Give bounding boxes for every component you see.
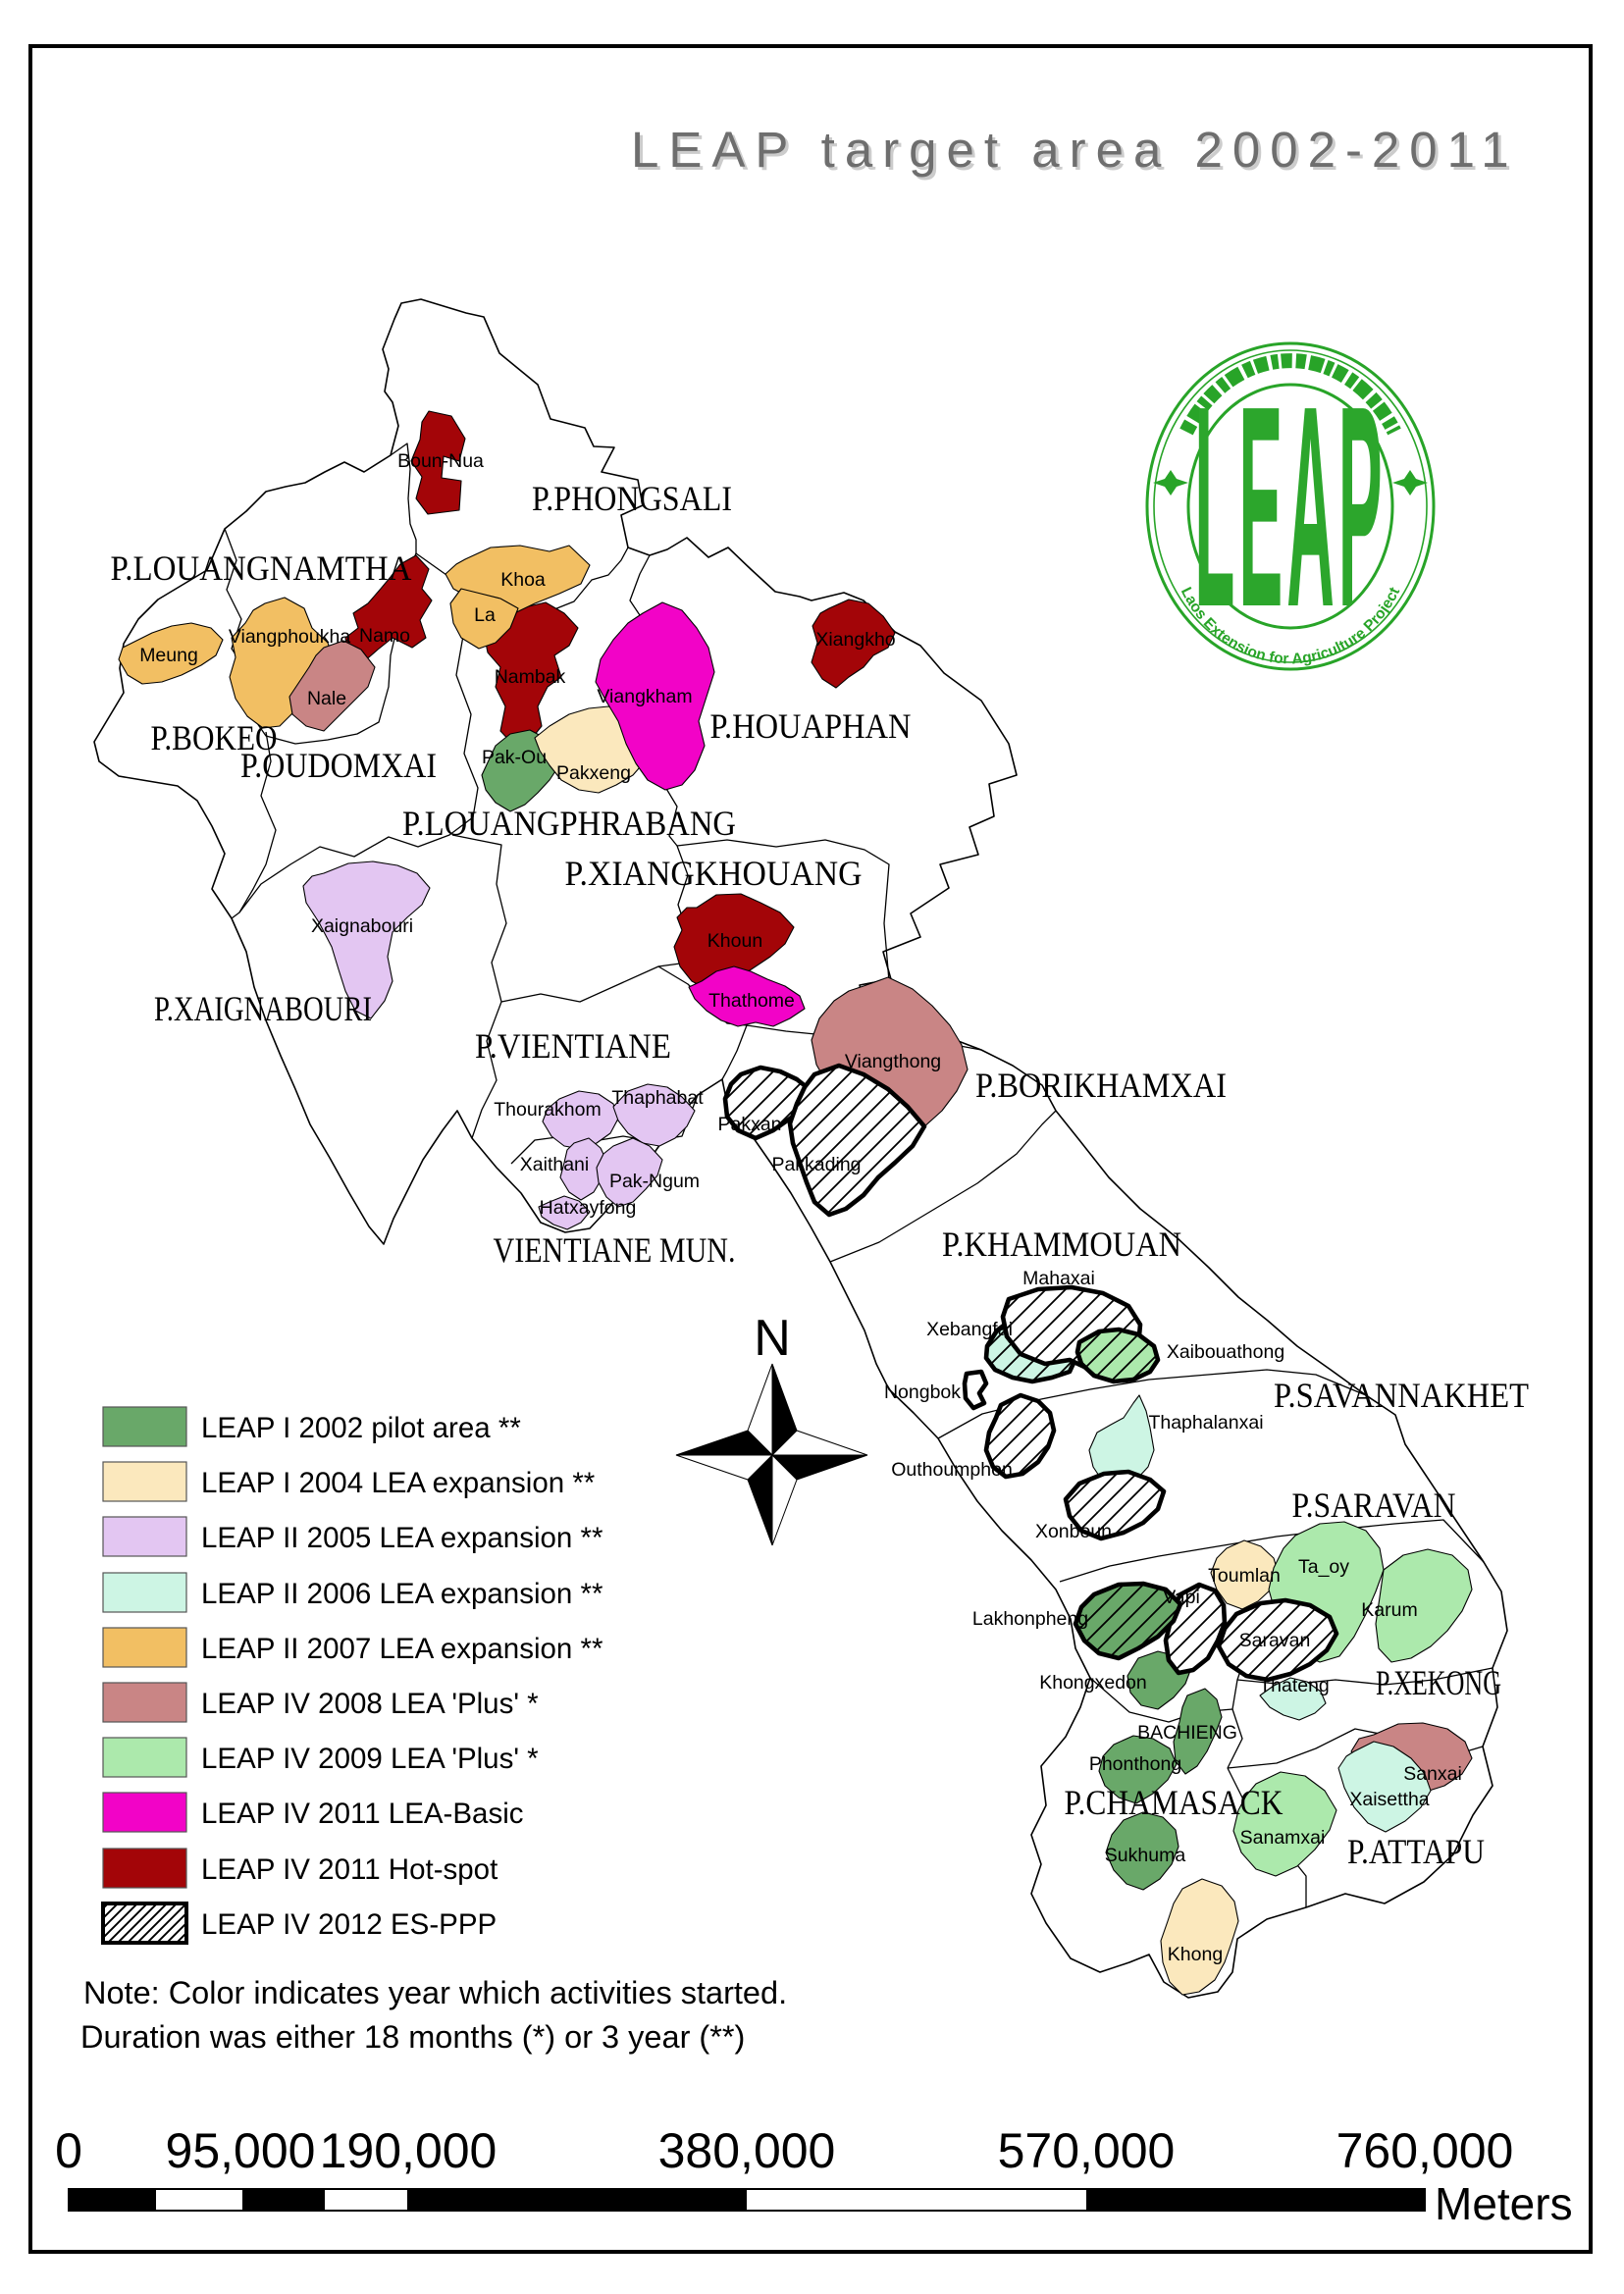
svg-text:P.LOUANGPHRABANG: P.LOUANGPHRABANG — [402, 804, 736, 843]
svg-text:P.OUDOMXAI: P.OUDOMXAI — [240, 746, 437, 785]
svg-text:LEAP target area 2002-2011: LEAP target area 2002-2011 — [631, 122, 1519, 178]
svg-text:Note: Color indicates year whi: Note: Color indicates year which activit… — [83, 1975, 787, 2010]
svg-text:LEAP I 2004 LEA expansion **: LEAP I 2004 LEA expansion ** — [201, 1467, 596, 1499]
svg-text:Thourakhom: Thourakhom — [494, 1099, 601, 1121]
svg-text:P.VIENTIANE: P.VIENTIANE — [475, 1026, 671, 1066]
svg-text:Mahaxai: Mahaxai — [1022, 1268, 1095, 1289]
svg-text:Lakhonpheng: Lakhonpheng — [972, 1608, 1088, 1630]
svg-text:Phonthong: Phonthong — [1089, 1753, 1181, 1775]
svg-text:Viangthong: Viangthong — [845, 1051, 941, 1072]
svg-text:Pakkading: Pakkading — [771, 1154, 861, 1175]
svg-text:Duration was either 18 months: Duration was either 18 months (*) or 3 y… — [80, 2019, 745, 2055]
svg-text:P.BORIKHAMXAI: P.BORIKHAMXAI — [975, 1066, 1227, 1105]
svg-text:VIENTIANE MUN.: VIENTIANE MUN. — [494, 1230, 736, 1270]
svg-text:Viangphoukha: Viangphoukha — [229, 626, 350, 648]
svg-text:Nongbok: Nongbok — [884, 1382, 961, 1403]
svg-text:BACHIENG: BACHIENG — [1137, 1722, 1237, 1744]
svg-text:Meung: Meung — [139, 645, 198, 666]
svg-text:Xaibouathong: Xaibouathong — [1167, 1341, 1284, 1363]
svg-text:N: N — [754, 1310, 791, 1367]
svg-text:LEAP II 2005 LEA expansion **: LEAP II 2005 LEA expansion ** — [201, 1522, 603, 1554]
svg-text:Ta_oy: Ta_oy — [1298, 1556, 1349, 1578]
svg-text:Khongxedon: Khongxedon — [1039, 1672, 1147, 1694]
svg-text:LEAP IV 2008 LEA 'Plus' *: LEAP IV 2008 LEA 'Plus' * — [201, 1688, 539, 1720]
svg-text:Outhoumphon: Outhoumphon — [891, 1459, 1013, 1481]
svg-text:Meters: Meters — [1435, 2178, 1573, 2229]
svg-text:Sukhuma: Sukhuma — [1105, 1845, 1186, 1866]
svg-text:Pakxan: Pakxan — [717, 1114, 781, 1135]
svg-text:0: 0 — [55, 2123, 82, 2178]
svg-text:Xebangfai: Xebangfai — [926, 1319, 1013, 1340]
svg-text:Nambak: Nambak — [495, 666, 566, 688]
svg-text:LEAP IV 2011 Hot-spot: LEAP IV 2011 Hot-spot — [201, 1853, 498, 1886]
svg-text:Thateng: Thateng — [1259, 1675, 1330, 1696]
svg-text:P.SAVANNAKHET: P.SAVANNAKHET — [1274, 1376, 1529, 1415]
svg-text:LEAP IV 2011 LEA-Basic: LEAP IV 2011 LEA-Basic — [201, 1798, 524, 1830]
svg-text:570,000: 570,000 — [998, 2123, 1176, 2178]
svg-text:Sanxai: Sanxai — [1403, 1763, 1462, 1785]
svg-text:La: La — [474, 604, 496, 626]
svg-text:P.CHAMASACK: P.CHAMASACK — [1065, 1783, 1283, 1822]
svg-text:LEAP IV 2012 ES-PPP: LEAP IV 2012 ES-PPP — [201, 1908, 497, 1941]
svg-text:Boun-Nua: Boun-Nua — [397, 450, 484, 472]
svg-text:Khoun: Khoun — [707, 930, 762, 952]
svg-text:Xaithani: Xaithani — [520, 1154, 589, 1175]
svg-text:Pak-Ngum: Pak-Ngum — [609, 1171, 700, 1192]
svg-text:Namo: Namo — [359, 625, 410, 647]
svg-text:Thaphalanxai: Thaphalanxai — [1148, 1412, 1263, 1434]
svg-text:Sanamxai: Sanamxai — [1240, 1827, 1326, 1849]
svg-text:P.BOKEO: P.BOKEO — [151, 718, 278, 757]
svg-text:P.KHAMMOUAN: P.KHAMMOUAN — [942, 1225, 1181, 1264]
svg-text:Xaisettha: Xaisettha — [1349, 1789, 1429, 1810]
svg-text:P.XAIGNABOURI: P.XAIGNABOURI — [154, 989, 372, 1028]
svg-text:P.SARAVAN: P.SARAVAN — [1292, 1486, 1456, 1525]
svg-text:380,000: 380,000 — [658, 2123, 836, 2178]
svg-text:Khong: Khong — [1168, 1944, 1223, 1965]
svg-text:P.HOUAPHAN: P.HOUAPHAN — [710, 706, 912, 746]
svg-text:LEAP I 2002 pilot area **: LEAP I 2002 pilot area ** — [201, 1412, 521, 1444]
svg-text:Karum: Karum — [1361, 1599, 1417, 1621]
svg-text:Xiangkho: Xiangkho — [815, 629, 895, 651]
svg-text:190,000: 190,000 — [320, 2123, 498, 2178]
svg-text:Pak-Ou: Pak-Ou — [482, 747, 547, 768]
svg-text:Nale: Nale — [307, 688, 346, 709]
svg-text:Hatxayfong: Hatxayfong — [540, 1197, 637, 1219]
svg-text:P.LOUANGNAMTHA: P.LOUANGNAMTHA — [111, 548, 412, 588]
svg-text:Pakxeng: Pakxeng — [556, 762, 631, 784]
svg-text:P.ATTAPU: P.ATTAPU — [1347, 1832, 1485, 1871]
svg-text:LEAP: LEAP — [1194, 347, 1386, 667]
svg-text:Xonboun: Xonboun — [1035, 1521, 1112, 1542]
svg-text:Khoa: Khoa — [500, 569, 546, 591]
svg-text:95,000: 95,000 — [166, 2123, 316, 2178]
svg-text:LEAP IV 2009 LEA 'Plus' *: LEAP IV 2009 LEA 'Plus' * — [201, 1743, 539, 1775]
svg-text:760,000: 760,000 — [1336, 2123, 1514, 2178]
svg-text:P.XIANGKHOUANG: P.XIANGKHOUANG — [565, 854, 863, 893]
svg-text:P.PHONGSALI: P.PHONGSALI — [532, 479, 732, 518]
svg-text:Vapi: Vapi — [1163, 1587, 1200, 1608]
svg-text:LEAP II 2007 LEA expansion **: LEAP II 2007 LEA expansion ** — [201, 1633, 603, 1665]
svg-text:Toumlan: Toumlan — [1208, 1565, 1281, 1587]
svg-text:LEAP II 2006 LEA expansion **: LEAP II 2006 LEA expansion ** — [201, 1578, 603, 1610]
svg-text:Thaphabat: Thaphabat — [611, 1087, 704, 1109]
svg-text:Viangkham: Viangkham — [597, 686, 692, 707]
svg-text:P.XEKONG: P.XEKONG — [1376, 1663, 1501, 1702]
svg-text:Xaignabouri: Xaignabouri — [311, 915, 413, 937]
svg-text:Saravan: Saravan — [1239, 1630, 1311, 1651]
svg-text:Thathome: Thathome — [708, 990, 795, 1012]
